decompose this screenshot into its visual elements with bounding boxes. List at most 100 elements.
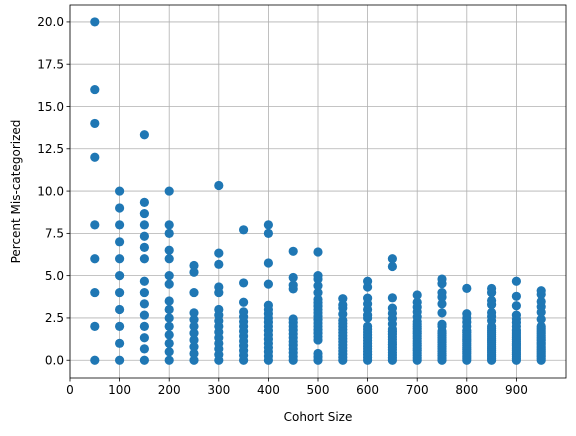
y-tick-label: 0.0 [45,354,64,368]
data-point [263,300,273,310]
data-point [164,338,174,348]
data-point [437,308,447,318]
data-point [288,272,298,283]
data-point [288,280,298,290]
data-point [214,248,224,258]
data-point [139,310,149,320]
data-point [164,304,174,315]
data-point [189,321,199,332]
data-point [288,246,298,256]
data-point [189,267,199,277]
data-point [115,220,125,230]
data-point [90,355,100,365]
data-point [115,186,125,196]
data-point [263,258,273,268]
data-point [139,220,149,230]
x-tick-label: 300 [207,383,230,397]
data-point [139,130,149,140]
data-point [189,260,199,271]
data-point [462,309,472,319]
data-point [139,333,149,343]
y-axis-ticks: 0.0 2.5 5.0 7.5 10.0 12.5 15.0 17.5 20.0 [37,15,70,368]
data-point [189,315,199,325]
data-point [511,276,521,286]
data-point [487,307,497,318]
data-point [90,118,100,129]
data-point [189,342,199,352]
data-point [90,17,100,27]
data-point [115,355,125,365]
data-point [164,321,174,332]
data-point [313,281,323,291]
data-point [263,279,273,289]
data-point [363,321,373,332]
data-points [90,17,546,365]
x-tick-label: 500 [307,383,330,397]
data-point [189,355,199,365]
data-point [115,304,125,315]
data-point [437,299,447,309]
data-point [313,294,323,304]
data-point [387,254,397,264]
data-point [412,290,422,300]
data-point [214,282,224,292]
data-point [164,330,174,340]
data-point [239,307,249,317]
data-point [511,291,521,301]
data-point [437,287,447,298]
y-tick-label: 17.5 [37,58,64,72]
x-axis-ticks: 0 100 200 300 400 500 600 700 800 900 [66,378,528,397]
data-point [387,293,397,303]
data-point [239,297,249,307]
data-point [139,276,149,286]
y-tick-label: 7.5 [45,227,64,241]
data-point [164,186,174,196]
data-point [313,348,323,359]
data-point [115,254,125,264]
data-point [487,295,497,306]
data-point [139,321,149,332]
y-tick-label: 12.5 [37,142,64,156]
x-tick-label: 800 [455,383,478,397]
data-point [338,294,348,304]
data-point [164,355,174,365]
data-point [536,286,546,296]
x-tick-label: 0 [66,383,74,397]
data-point [263,220,273,230]
data-point [90,152,100,162]
data-point [363,276,373,286]
data-point [115,321,125,332]
data-point [437,319,447,329]
data-point [313,247,323,257]
data-point [462,283,472,293]
y-tick-label: 2.5 [45,311,64,325]
data-point [263,228,273,238]
data-point [313,287,323,298]
x-tick-label: 100 [108,383,131,397]
data-point [90,254,100,264]
y-tick-label: 10.0 [37,184,64,198]
data-point [90,220,100,230]
data-point [189,308,199,318]
data-point [239,278,249,288]
data-point [115,271,125,281]
data-point [139,208,149,219]
data-point [214,180,224,191]
data-point [214,304,224,315]
data-point [387,303,397,313]
data-point [189,335,199,345]
x-tick-label: 900 [505,383,528,397]
data-point [139,355,149,365]
data-point [164,228,174,238]
y-tick-label: 5.0 [45,269,64,283]
data-point [115,237,125,247]
x-tick-label: 600 [356,383,379,397]
x-tick-label: 700 [406,383,429,397]
data-point [412,297,422,307]
data-point [437,274,447,284]
data-point [363,293,373,303]
data-point [115,338,125,348]
x-axis-label: Cohort Size [284,410,353,424]
